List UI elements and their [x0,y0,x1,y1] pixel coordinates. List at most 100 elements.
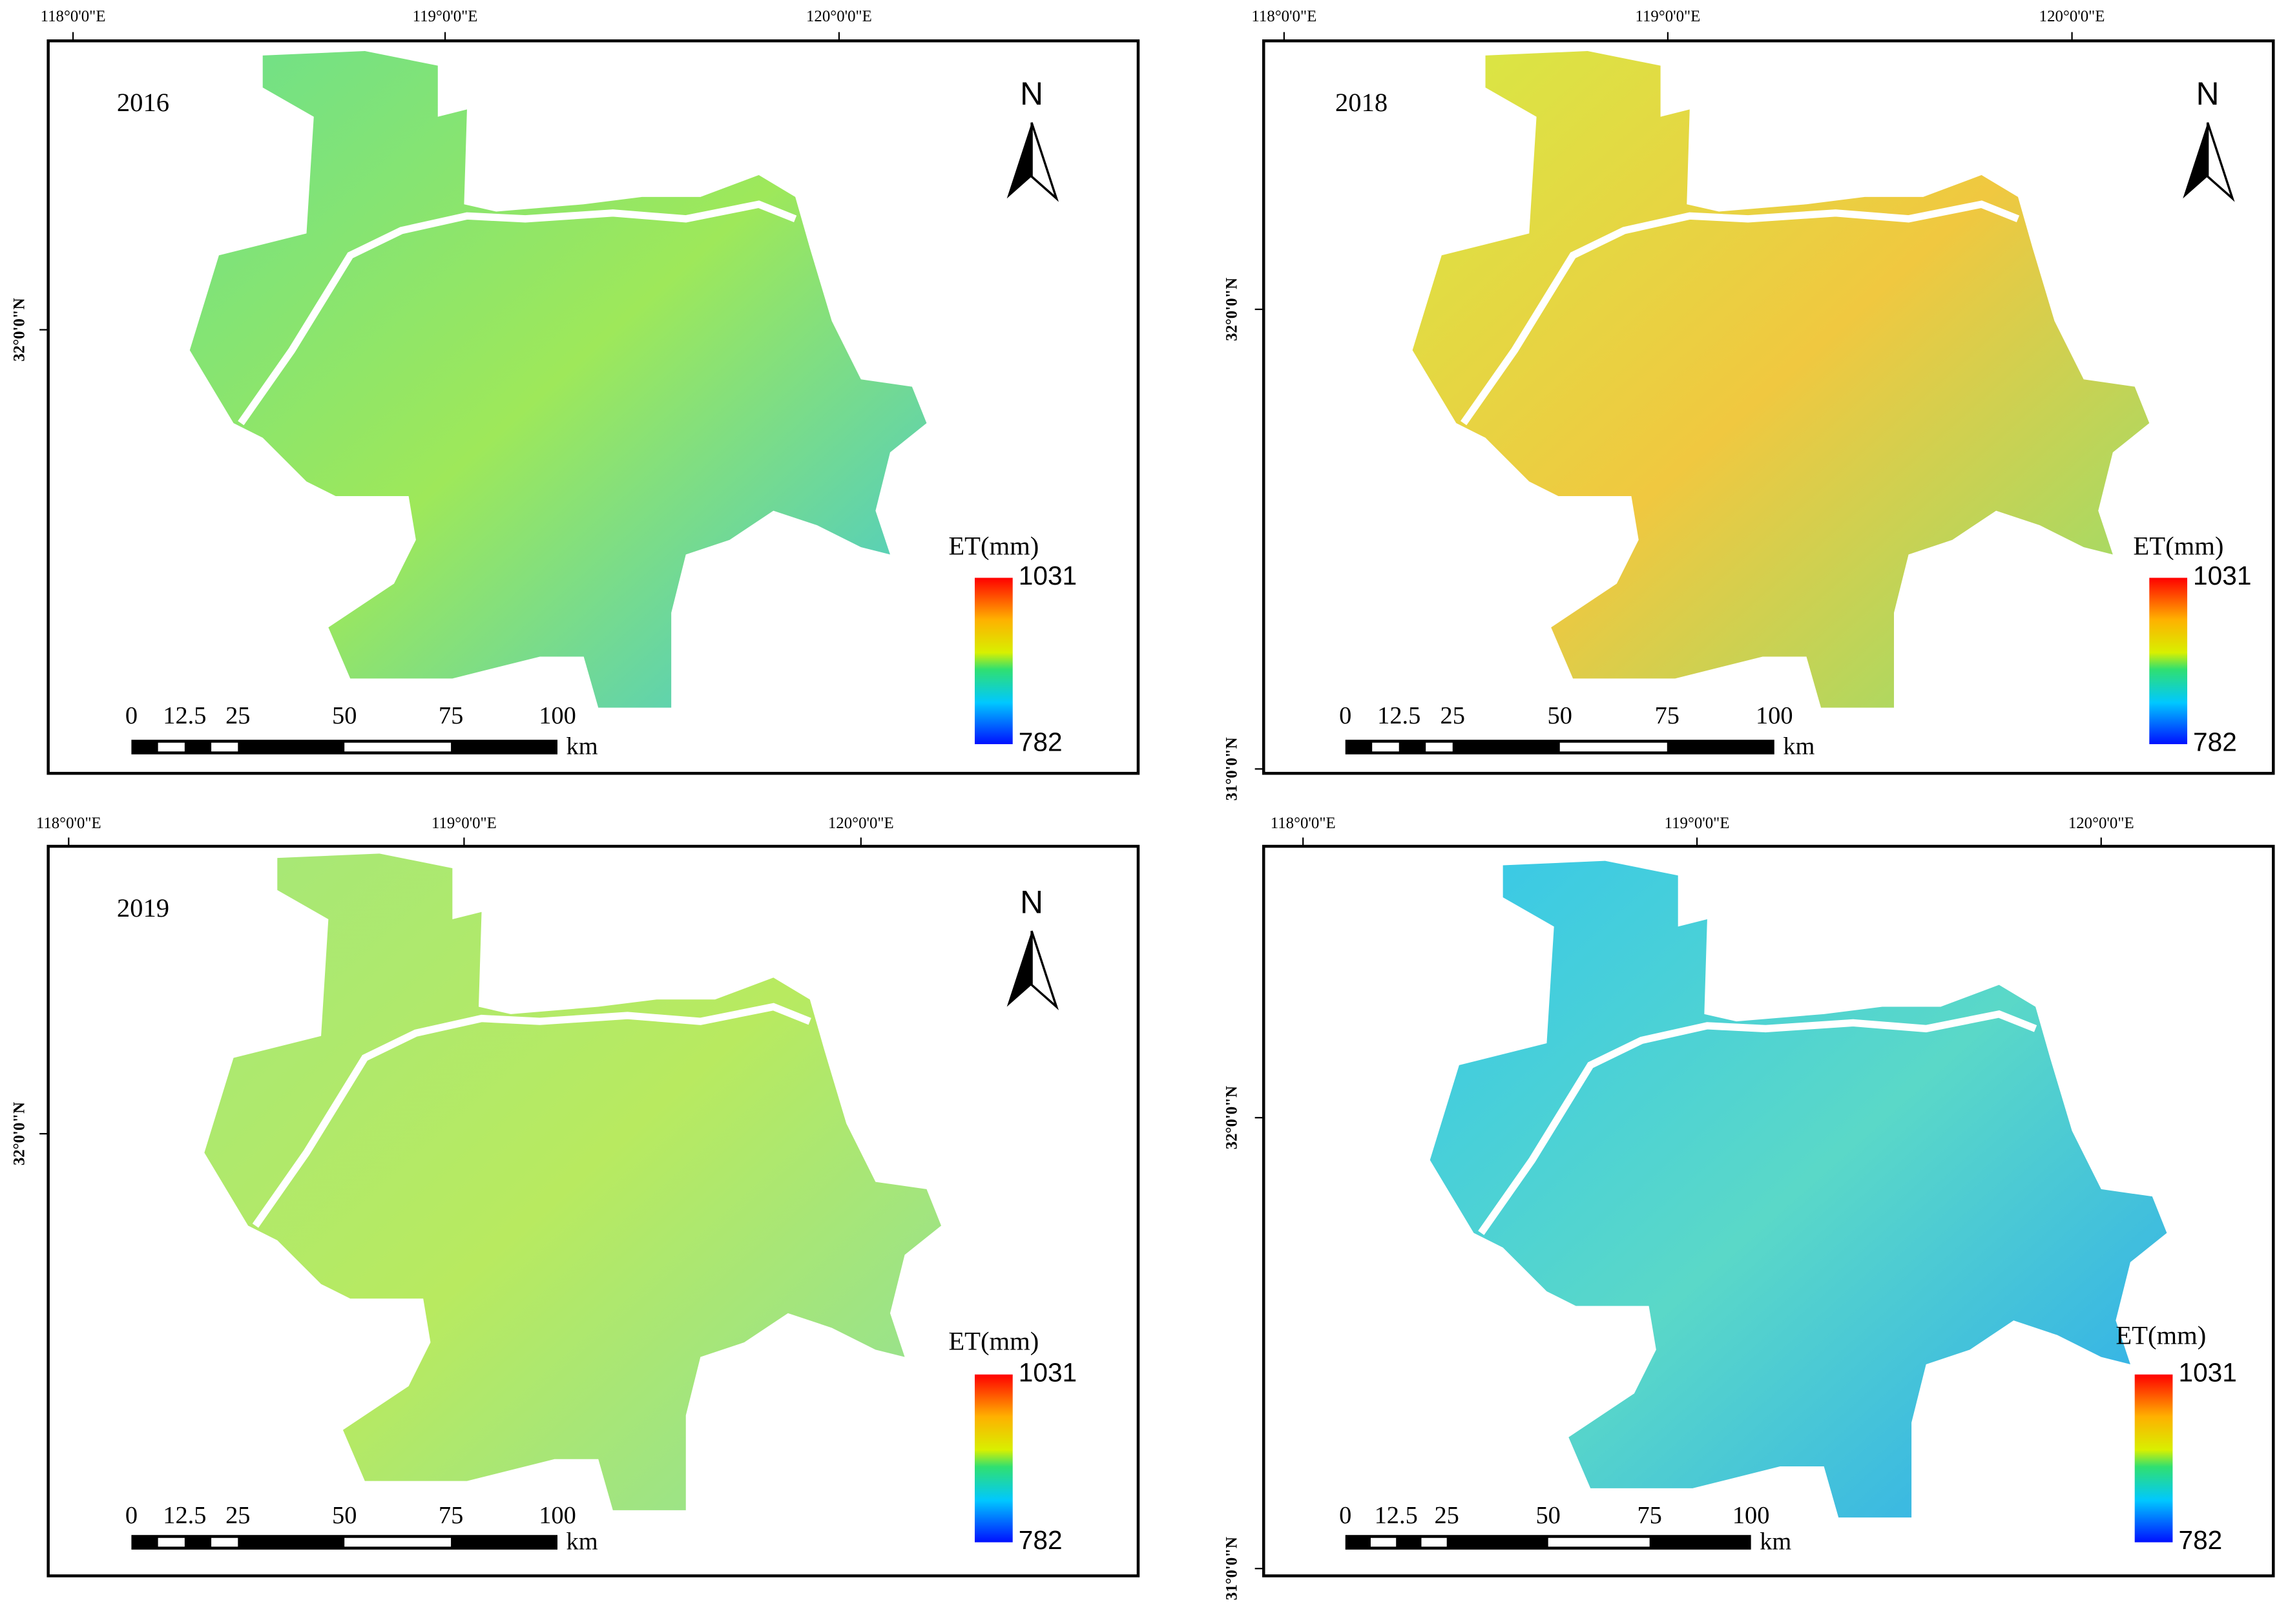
legend-max: 1031 [2178,1357,2236,1387]
longitude-label: 120°0'0"E [2039,8,2105,25]
scale-bar-segment [211,1537,238,1547]
map-frame [47,844,1140,1577]
scale-bar-segment [158,742,185,752]
longitude-label: 119°0'0"E [1665,815,1730,832]
scale-bar-label: 100 [539,1502,576,1529]
scale-bar-segment [1559,742,1667,752]
legend-ramp [974,1374,1013,1543]
map-panel: 118°0'0"E 119°0'0"E 120°0'0"E 32°0'0"N 31°0'… [1223,8,2275,800]
scale-bar-label: 12.5 [1375,1502,1418,1529]
latitude-label: 32°0'0"N [10,1102,28,1165]
north-arrow-left [2183,122,2208,199]
longitude-label: 118°0'0"E [1251,8,1316,25]
longitude-label: 120°0'0"E [2068,815,2134,832]
study-area [189,51,927,708]
legend-min: 782 [2178,1525,2222,1555]
scale-bar-segment [344,742,452,752]
legend-min: 782 [1019,1525,1063,1555]
river [238,200,797,426]
study-area [1430,860,2167,1518]
scale-bar-label: 75 [439,702,463,729]
legend-max: 1031 [1019,1357,1077,1387]
scale-bar-label: 0 [1339,702,1351,729]
scale-bar-label: 100 [539,702,576,729]
map-panel: 118°0'0"E 119°0'0"E 120°0'0"E 32°0'0"N 2016 N… [10,8,1140,775]
north-arrow-right [2206,122,2235,202]
north-label: N [1020,884,1043,921]
legend-title: ET(mm) [2116,1321,2206,1350]
legend-max: 1031 [2193,561,2251,590]
legend-min: 782 [1019,727,1063,757]
scale-bar-label: 12.5 [1377,702,1420,729]
river [252,1003,811,1228]
scale-bar-label: 25 [225,1502,250,1529]
river [1461,200,2020,426]
legend-min: 782 [2193,727,2237,757]
legend-ramp [2134,1374,2173,1543]
scale-bar-segment [1370,1537,1397,1547]
latitude-label: 31°0'0"N [1223,1537,1240,1600]
scale-bar-label: 25 [1440,702,1465,729]
scale-bar-unit: km [567,1528,598,1556]
scale-bar-label: 75 [1655,702,1680,729]
longitude-label: 120°0'0"E [806,8,872,25]
scale-bar-label: 50 [332,702,357,729]
north-label: N [1020,76,1043,112]
scale-bar-segment [1372,742,1399,752]
map-frame [47,39,1140,775]
longitude-label: 120°0'0"E [828,815,894,832]
north-arrow-right [1030,122,1059,202]
study-area [1412,51,2150,708]
latitude-label: 32°0'0"N [10,298,28,361]
latitude-label: 32°0'0"N [1223,1086,1240,1149]
scale-bar-label: 50 [332,1502,357,1529]
scale-bar-label: 100 [1732,1502,1770,1529]
scale-bar-label: 12.5 [163,1502,206,1529]
scale-bar-label: 75 [439,1502,463,1529]
scale-bar-segment [1421,1537,1447,1547]
legend-ramp [2149,578,2188,744]
scale-bar-label: 12.5 [163,702,206,729]
scale-bar-segment [1426,742,1453,752]
year-label: 2018 [1335,88,1388,117]
longitude-label: 119°0'0"E [413,8,478,25]
scale-bar-unit: km [1760,1528,1791,1556]
scale-bar-label: 0 [125,1502,138,1529]
legend-title: ET(mm) [2133,532,2223,561]
map-panel: 118°0'0"E 119°0'0"E 120°0'0"E 32°0'0"N 31°0'… [1223,815,2275,1600]
scale-bar-label: 25 [225,702,250,729]
legend-max: 1031 [1019,561,1077,590]
longitude-label: 118°0'0"E [1271,815,1336,832]
scale-bar-unit: km [567,733,598,760]
north-arrow-right [1030,930,1059,1010]
north-arrow-left [1006,122,1032,199]
scale-bar-label: 0 [1339,1502,1351,1529]
map-frame [1262,844,2275,1577]
legend-title: ET(mm) [948,532,1039,561]
map-frame [1262,39,2275,775]
scale-bar-label: 50 [1535,1502,1560,1529]
scale-bar-label: 0 [125,702,138,729]
latitude-label: 32°0'0"N [1223,278,1240,341]
study-area [204,853,942,1510]
legend-title: ET(mm) [948,1327,1039,1356]
latitude-label: 31°0'0"N [1223,737,1240,800]
legend-ramp [974,578,1013,744]
scale-bar-label: 100 [1756,702,1793,729]
scale-bar-segment [1548,1537,1650,1547]
north-label: N [2196,76,2220,112]
year-label: 2019 [117,893,169,922]
year-label: 2016 [117,88,169,117]
north-arrow-left [1006,931,1032,1007]
longitude-label: 119°0'0"E [1635,8,1700,25]
scale-bar-segment [211,742,238,752]
map-panel: 118°0'0"E 119°0'0"E 120°0'0"E 32°0'0"N 2019 N… [10,815,1140,1577]
river [1478,1010,2037,1235]
longitude-label: 118°0'0"E [36,815,101,832]
longitude-label: 118°0'0"E [41,8,106,25]
scale-bar-label: 50 [1548,702,1572,729]
longitude-label: 119°0'0"E [432,815,497,832]
scale-bar-segment [158,1537,185,1547]
